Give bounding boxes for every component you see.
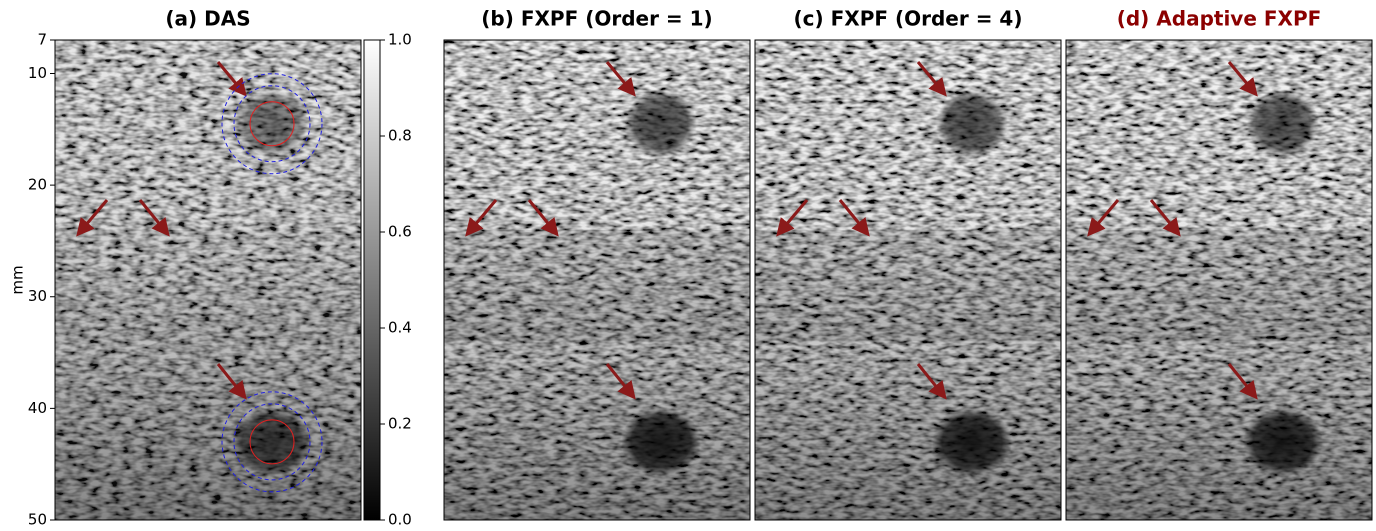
y-tick-label: 50 — [28, 511, 47, 529]
cyst — [232, 408, 312, 476]
panel-title: (d) Adaptive FXPF — [1117, 7, 1322, 31]
panel-title: (c) FXPF (Order = 4) — [794, 7, 1023, 31]
inclusion-shade — [755, 230, 1061, 342]
inclusion-shade — [444, 230, 750, 342]
cyst — [621, 408, 701, 476]
cyst — [936, 90, 1008, 158]
colorbar — [364, 40, 380, 520]
colorbar-tick-label: 0.2 — [388, 415, 412, 433]
cyst — [1243, 408, 1323, 476]
colorbar-tick-label: 1.0 — [388, 31, 412, 49]
cyst — [932, 408, 1012, 476]
y-tick-label: 20 — [28, 176, 47, 194]
y-tick-label: 7 — [37, 31, 47, 49]
colorbar-tick-label: 0.6 — [388, 223, 412, 241]
cyst — [625, 90, 697, 158]
y-tick-label: 30 — [28, 287, 47, 305]
panel-title: (a) DAS — [165, 7, 250, 31]
colorbar-tick-label: 0.4 — [388, 319, 412, 337]
colorbar-tick-label: 0.8 — [388, 127, 412, 145]
y-axis-label: mm — [9, 265, 27, 294]
figure: mm (a) DAS (b) FXPF (Order = 1) (c) FXPF (… — [0, 0, 1376, 531]
panel-title: (b) FXPF (Order = 1) — [481, 7, 712, 31]
inclusion-shade — [55, 230, 361, 342]
cyst — [1247, 90, 1319, 158]
y-tick-label: 10 — [28, 64, 47, 82]
inclusion-shade — [1066, 230, 1372, 342]
cyst — [236, 90, 308, 158]
colorbar-tick-label: 0.0 — [388, 511, 412, 529]
y-tick-label: 40 — [28, 399, 47, 417]
